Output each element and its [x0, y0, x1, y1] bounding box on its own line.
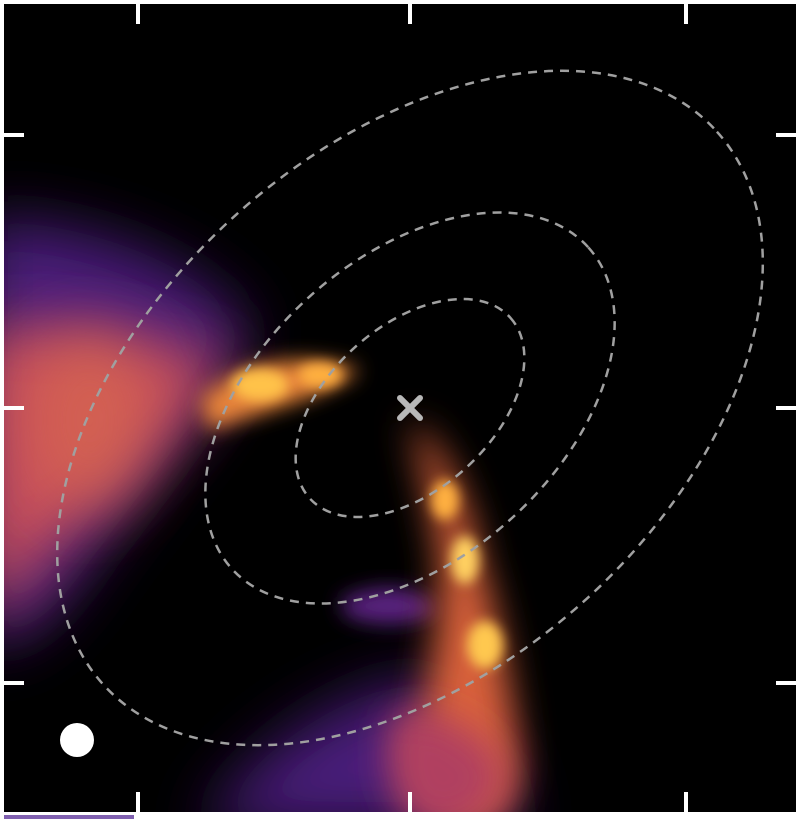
bright-knot — [232, 369, 288, 401]
arm-emission — [387, 712, 502, 812]
bright-knot — [30, 330, 150, 510]
diffuse-emission — [340, 587, 440, 625]
emission — [4, 220, 520, 812]
beam — [60, 723, 94, 757]
bright-knot — [467, 621, 503, 669]
strip — [4, 815, 134, 819]
arm-emission — [410, 420, 520, 812]
orbit-inner — [294, 297, 526, 519]
bright-knot — [451, 536, 479, 584]
star-marker — [397, 395, 423, 421]
bright-knot — [431, 480, 459, 520]
bright-knot — [298, 363, 342, 387]
ticks — [4, 4, 796, 812]
orbit-middle — [204, 211, 616, 605]
